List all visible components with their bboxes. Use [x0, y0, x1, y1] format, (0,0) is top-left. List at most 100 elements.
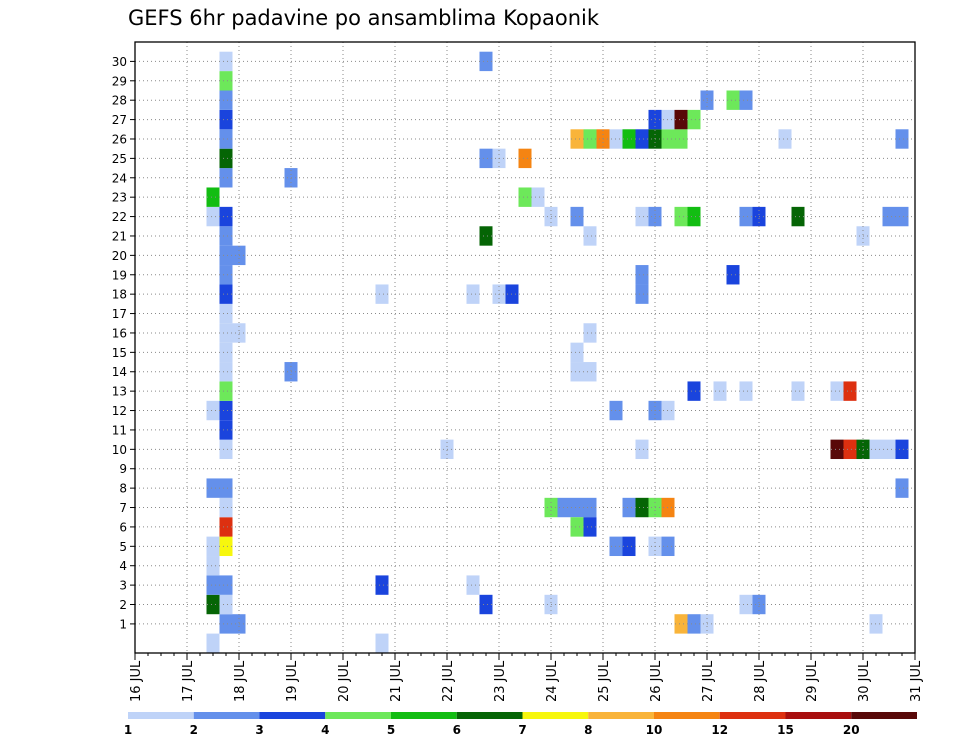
heatmap-cell [570, 129, 584, 149]
heatmap-cell [206, 536, 220, 557]
colorbar-swatch [719, 712, 786, 719]
heatmap-cell [219, 594, 233, 615]
heatmap-cell [882, 206, 896, 227]
heatmap-cell [635, 265, 649, 285]
y-tick-label: 30 [112, 55, 127, 69]
y-tick-label: 12 [112, 404, 127, 418]
heatmap-cell [895, 129, 909, 149]
heatmap-cell [674, 109, 688, 130]
heatmap-cell [219, 575, 233, 595]
colorbar-tick-label: 8 [584, 723, 592, 737]
heatmap-cell [219, 400, 233, 421]
y-tick-label: 9 [119, 462, 127, 476]
heatmap-cell [219, 381, 233, 401]
x-tick-label: 19 JUL [285, 660, 300, 702]
heatmap-cell [583, 323, 597, 343]
colorbar: 1 2 3 4 5 6 7 8 10 12 15 20 [124, 712, 917, 737]
heatmap-cell [635, 206, 649, 227]
y-tick-label: 8 [119, 482, 127, 496]
heatmap-cell [206, 478, 220, 498]
y-tick-label: 21 [112, 229, 127, 243]
heatmap-cell [635, 129, 649, 149]
heatmap-cell [206, 594, 220, 615]
heatmap-cell [726, 265, 740, 285]
heatmap-cell [219, 323, 233, 343]
heatmap-cell [479, 226, 493, 246]
heatmap-cell [622, 536, 636, 557]
colorbar-tick-label: 3 [255, 723, 263, 737]
heatmap-cell [219, 265, 233, 285]
heatmap-cell [206, 633, 220, 653]
heatmap-cell [219, 303, 233, 324]
heatmap-cell [570, 342, 584, 363]
axes: 1234567891011121314151617181920212223242… [112, 41, 924, 702]
y-tick-label: 13 [112, 385, 127, 399]
heatmap-cell [622, 129, 636, 149]
colorbar-swatch [456, 712, 523, 719]
y-tick-label: 17 [112, 307, 127, 321]
colorbar-tick-label: 20 [843, 723, 860, 737]
heatmap-cell [375, 633, 389, 653]
heatmap-cell [219, 129, 233, 149]
heatmap-cell [479, 51, 493, 72]
heatmap-cell [843, 439, 857, 460]
x-tick-label: 28 JUL [753, 660, 768, 702]
heatmap-cell [219, 109, 233, 130]
x-tick-label: 23 JUL [493, 660, 508, 702]
heatmap-cell [791, 206, 805, 227]
y-tick-label: 14 [112, 365, 127, 379]
heatmap-cell [687, 381, 701, 401]
y-tick-label: 15 [112, 346, 127, 360]
colorbar-tick-label: 4 [321, 723, 329, 737]
heatmap-cell [674, 129, 688, 149]
y-tick-label: 7 [119, 501, 127, 515]
heatmap-cell [219, 614, 233, 634]
heatmap-cell [219, 284, 233, 304]
heatmap-cell [206, 187, 220, 207]
heatmap-cell [622, 497, 636, 518]
colorbar-tick-label: 10 [646, 723, 663, 737]
heatmap-cell [791, 381, 805, 401]
x-tick-label: 18 JUL [233, 660, 248, 702]
y-tick-label: 4 [119, 559, 127, 573]
heatmap-cell [219, 362, 233, 382]
heatmap-cell [674, 206, 688, 227]
colorbar-tick-label: 2 [190, 723, 198, 737]
heatmap-cell [375, 284, 389, 304]
x-tick-label: 20 JUL [337, 660, 352, 702]
heatmap-cell [778, 129, 792, 149]
heatmap-cell [830, 439, 844, 460]
colorbar-swatch [391, 712, 457, 719]
grid-lines [135, 42, 915, 653]
colorbar-swatch [325, 712, 391, 719]
heatmap-cell [635, 284, 649, 304]
heatmap-cell [518, 187, 532, 207]
x-tick-label: 26 JUL [649, 660, 664, 702]
heatmap-cell [687, 109, 701, 130]
heatmap-cell [206, 556, 220, 576]
heatmap-cell [466, 284, 480, 304]
y-tick-label: 28 [112, 94, 127, 108]
heatmap-cell [479, 594, 493, 615]
y-tick-label: 27 [112, 113, 127, 127]
heatmap-cell [583, 226, 597, 246]
colorbar-swatch [193, 712, 260, 719]
heatmap-cell [843, 381, 857, 401]
x-tick-label: 21 JUL [389, 660, 404, 702]
colorbar-tick-label: 5 [387, 723, 395, 737]
heatmap-cell [518, 148, 532, 169]
colorbar-tick-label: 1 [124, 723, 132, 737]
heatmap-cell [674, 614, 688, 634]
y-tick-label: 23 [112, 191, 127, 205]
heatmap-cell [219, 439, 233, 460]
colorbar-swatch [259, 712, 326, 719]
colorbar-tick-label: 6 [453, 723, 461, 737]
heatmap-cell [219, 420, 233, 440]
heatmap-cell [219, 536, 233, 557]
x-tick-label: 17 JUL [181, 660, 196, 702]
heatmap-cell [583, 362, 597, 382]
colorbar-swatch [128, 712, 194, 719]
heatmap-cell [219, 517, 233, 537]
heatmap-cell [635, 497, 649, 518]
